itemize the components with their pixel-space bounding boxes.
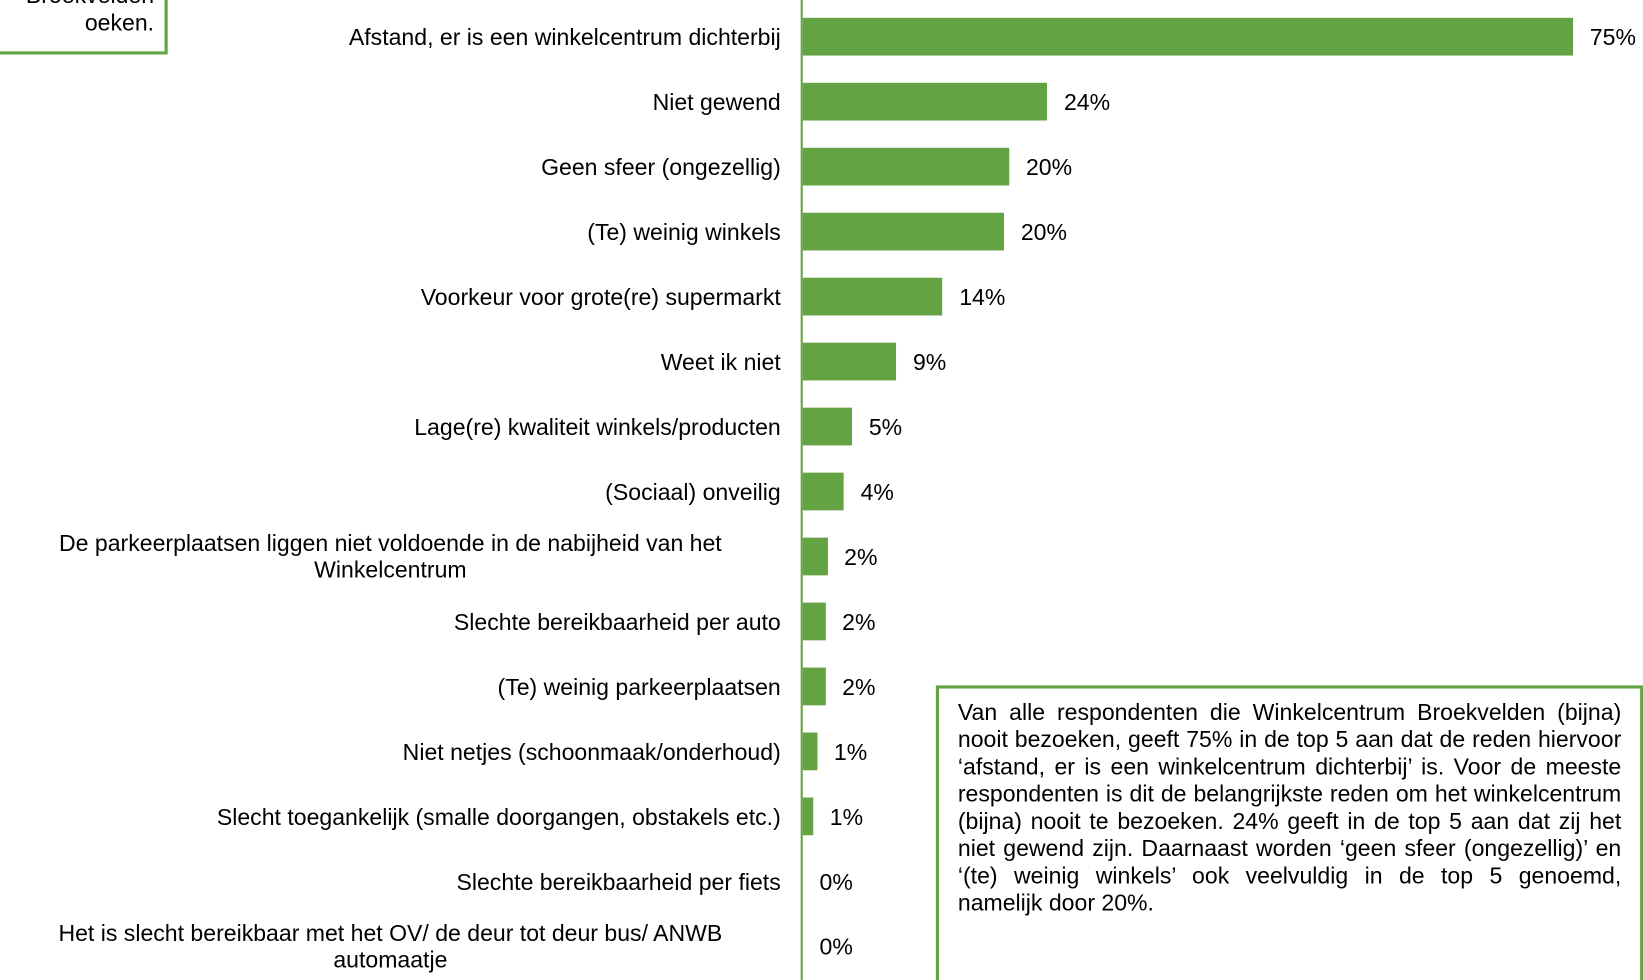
value-label: 5% bbox=[868, 413, 903, 441]
category-label: Afstand, er is een winkelcentrum dichter… bbox=[348, 23, 781, 50]
y-tick-label: Slechte bereikbaarheid per auto bbox=[0, 590, 781, 653]
value-label: 1% bbox=[829, 803, 864, 831]
value-label: 2% bbox=[842, 608, 876, 636]
y-tick-label: Afstand, er is een winkelcentrum dichter… bbox=[0, 5, 781, 68]
category-label: (Te) weinig parkeerplaatsen bbox=[497, 673, 781, 700]
category-label: Slechte bereikbaarheid per fiets bbox=[456, 868, 781, 895]
y-tick-label: De parkeerplaatsen liggen niet voldoende… bbox=[0, 525, 781, 588]
value-label: 14% bbox=[959, 284, 1006, 311]
value-label: 4% bbox=[860, 478, 894, 506]
bar bbox=[802, 732, 818, 771]
y-tick-label: (Sociaal) onveilig bbox=[0, 460, 781, 523]
bar bbox=[802, 407, 853, 446]
value-label: 24% bbox=[1063, 89, 1111, 116]
category-label: Slecht toegankelijk (smalle doorgangen, … bbox=[216, 803, 781, 830]
annotation-box: Broekvelden oeken. bbox=[0, 0, 168, 55]
category-label: Niet gewend bbox=[652, 88, 781, 115]
value-label: 1% bbox=[833, 738, 868, 766]
y-tick-label: Slechte bereikbaarheid per fiets bbox=[0, 850, 781, 913]
bar bbox=[802, 602, 826, 641]
y-tick-label: Slecht toegankelijk (smalle doorgangen, … bbox=[0, 785, 781, 848]
category-label: Weet ik niet bbox=[660, 348, 781, 375]
y-tick-label: (Te) weinig winkels bbox=[0, 200, 781, 263]
y-tick-label: Niet gewend bbox=[0, 70, 781, 133]
annotation: oeken. bbox=[84, 9, 155, 36]
category-label: De parkeerplaatsen liggen niet voldoende… bbox=[59, 530, 722, 583]
category-label: (Te) weinig winkels bbox=[587, 218, 781, 245]
y-tick-label: Weet ik niet bbox=[0, 330, 781, 393]
bar bbox=[802, 277, 943, 316]
note: Van alle respondenten die Winkelcentrum … bbox=[957, 699, 1622, 916]
value-label: 0% bbox=[819, 933, 853, 960]
y-tick-label: Het is slecht bereikbaar met het OV/ de … bbox=[0, 915, 781, 978]
value-label: 20% bbox=[1025, 154, 1073, 181]
note-box: Van alle respondenten die Winkelcentrum … bbox=[935, 685, 1643, 980]
value-label: 0% bbox=[819, 868, 853, 895]
bar bbox=[802, 82, 1048, 121]
value-label: 75% bbox=[1589, 24, 1636, 51]
category-label: Niet netjes (schoonmaak/onderhoud) bbox=[402, 738, 781, 765]
bar bbox=[802, 212, 1005, 251]
category-label: Voorkeur voor grote(re) supermarkt bbox=[420, 283, 781, 310]
bar bbox=[802, 537, 828, 576]
value-label: 20% bbox=[1020, 219, 1067, 246]
y-tick-label: (Te) weinig parkeerplaatsen bbox=[0, 655, 781, 718]
annotation: Broekvelden bbox=[0, 0, 154, 9]
y-tick-label: Niet netjes (schoonmaak/onderhoud) bbox=[0, 720, 781, 783]
category-label: Slechte bereikbaarheid per auto bbox=[453, 608, 781, 635]
value-label: 2% bbox=[842, 673, 876, 701]
category-label: (Sociaal) onveilig bbox=[605, 478, 781, 505]
category-label: Geen sfeer (ongezellig) bbox=[541, 153, 781, 180]
y-tick-label: Geen sfeer (ongezellig) bbox=[0, 135, 781, 198]
y-tick-label: Lage(re) kwaliteit winkels/producten bbox=[0, 395, 781, 458]
axis-line bbox=[800, 0, 803, 980]
value-label: 9% bbox=[912, 348, 947, 376]
value-label: 2% bbox=[844, 543, 878, 571]
bar bbox=[802, 667, 826, 706]
bar bbox=[802, 342, 897, 381]
y-tick-label: Voorkeur voor grote(re) supermarkt bbox=[0, 265, 781, 328]
bar bbox=[802, 472, 844, 511]
category-label: Lage(re) kwaliteit winkels/producten bbox=[414, 413, 781, 440]
bar bbox=[802, 147, 1010, 186]
bar bbox=[802, 797, 814, 836]
bar bbox=[802, 17, 1574, 56]
category-label: Het is slecht bereikbaar met het OV/ de … bbox=[58, 920, 723, 973]
